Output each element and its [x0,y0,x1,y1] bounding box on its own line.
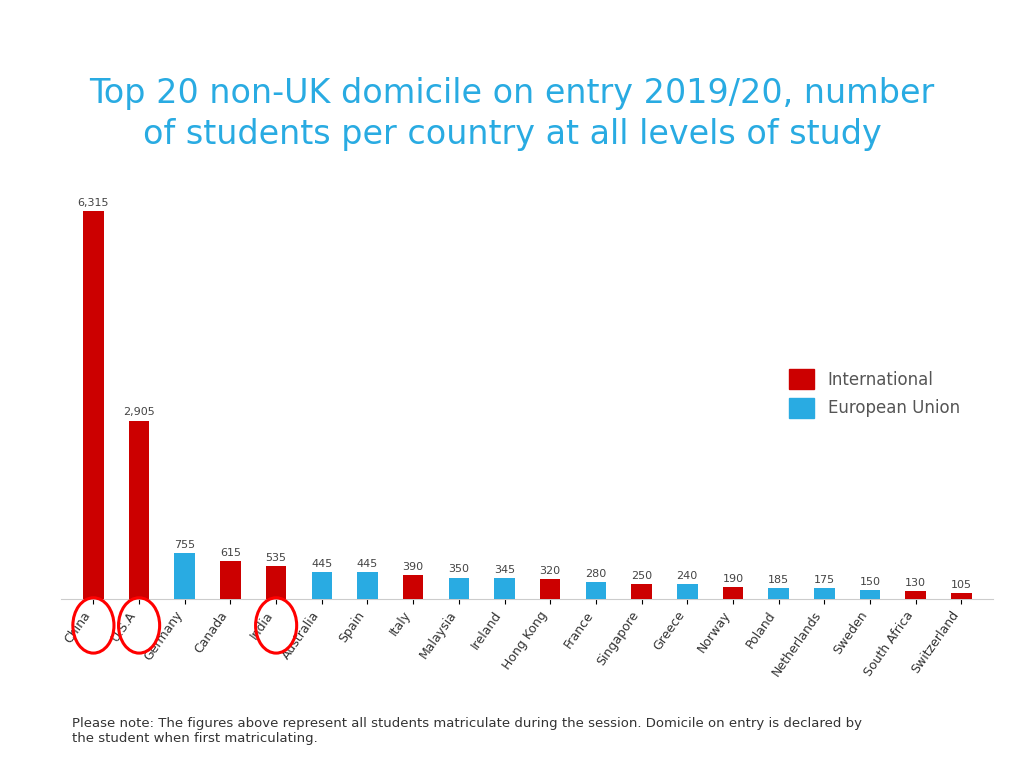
Text: 615: 615 [220,548,241,558]
Bar [768,588,788,599]
Text: 320: 320 [540,566,561,576]
Bar [631,584,652,599]
Bar [266,566,287,599]
Text: 2,905: 2,905 [123,408,155,418]
Text: 240: 240 [677,571,698,581]
Bar [951,593,972,599]
Text: 175: 175 [814,575,835,585]
Text: 130: 130 [905,578,926,588]
Text: 390: 390 [402,562,424,572]
Text: 755: 755 [174,540,196,550]
Text: Please note: The figures above represent all students matriculate during the ses: Please note: The figures above represent… [72,717,861,745]
Bar [449,578,469,599]
Bar [586,582,606,599]
Bar [83,211,103,599]
Bar [174,553,195,599]
Bar [723,588,743,599]
Bar [860,590,881,599]
Bar [677,584,697,599]
Text: 280: 280 [586,569,606,579]
Text: 445: 445 [311,558,333,568]
Text: 6,315: 6,315 [78,198,110,208]
Bar [129,421,150,599]
Bar [220,561,241,599]
Text: 105: 105 [951,580,972,590]
Text: 150: 150 [859,577,881,587]
Text: 250: 250 [631,571,652,581]
Text: 190: 190 [722,574,743,584]
Bar [402,575,424,599]
Bar [311,571,332,599]
Text: 185: 185 [768,574,790,584]
Bar [540,579,560,599]
Bar [905,591,926,599]
Text: 535: 535 [265,553,287,563]
Bar [357,571,378,599]
Text: 350: 350 [449,564,469,574]
Legend: International, European Union: International, European Union [782,362,967,425]
Text: Top 20 non-UK domicile on entry 2019/20, number
of students per country at all l: Top 20 non-UK domicile on entry 2019/20,… [89,77,935,151]
Text: 445: 445 [356,558,378,568]
Bar [814,588,835,599]
Text: 345: 345 [494,564,515,574]
Bar [495,578,515,599]
